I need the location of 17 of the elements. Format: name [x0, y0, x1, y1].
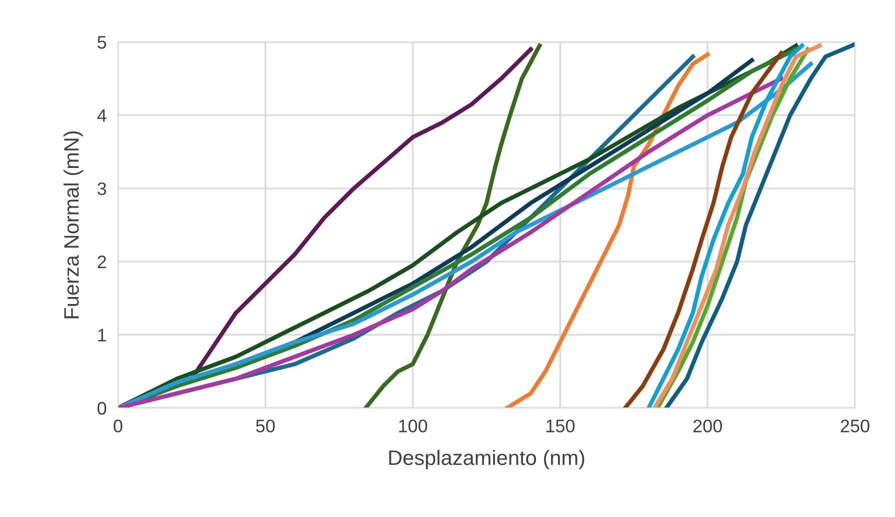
- line-series: [505, 52, 710, 408]
- x-tick-label: 100: [399, 420, 428, 432]
- x-tick-label: 0: [114, 420, 122, 432]
- y-tick-label: 0: [98, 402, 106, 415]
- y-tick-label: 5: [98, 36, 106, 49]
- x-tick-label: 50: [256, 420, 275, 432]
- x-tick-label: 150: [546, 420, 575, 432]
- y-tick-label: 3: [98, 182, 106, 196]
- line-series: [622, 50, 784, 408]
- x-tick-label: 250: [840, 420, 870, 432]
- x-tick-label: 200: [693, 420, 722, 432]
- y-tick-label: 2: [98, 256, 106, 268]
- y-tick-label: 4: [97, 109, 106, 122]
- x-axis-title: Desplazamiento (nm): [389, 450, 584, 470]
- y-tick-label: 1: [98, 328, 106, 342]
- y-axis-title: Fuerza Normal (mN): [64, 131, 83, 318]
- line-series: [364, 44, 542, 408]
